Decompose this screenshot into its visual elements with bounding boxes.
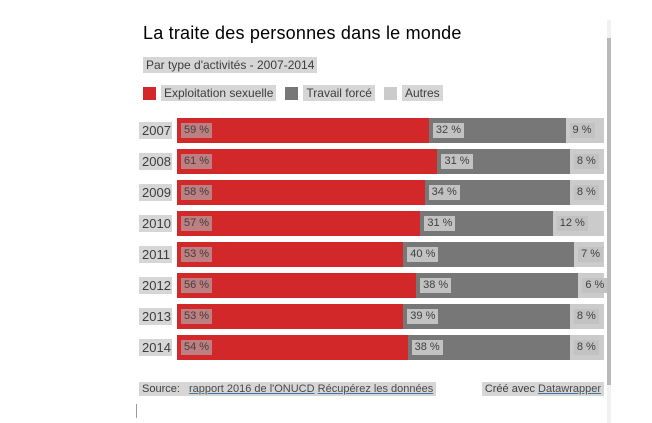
segment-exploitation-sexuelle-2011: 53 % [177,242,404,267]
value-label-travail-force-2009: 34 % [428,185,460,200]
value-label-travail-force-2008: 31 % [441,154,473,169]
scrollbar-thumb[interactable] [607,38,611,385]
stacked-bar-2013: 53 % 39 % 8 % [177,304,604,329]
value-label-exploitation-sexuelle-2013: 53 % [181,309,213,324]
stacked-bar-2012: 56 % 38 % 6 % [177,273,608,298]
legend-label-travail-force: Travail forcé [303,85,375,101]
bar-row-2010: 2010 57 % 31 % 12 % [139,211,604,236]
year-label-2013: 2013 [139,308,172,325]
segment-exploitation-sexuelle-2013: 53 % [177,304,404,329]
segment-autres-2010: 12 % [552,211,604,236]
segment-travail-force-2009: 34 % [424,180,570,205]
value-label-exploitation-sexuelle-2007: 59 % [181,123,213,138]
value-label-exploitation-sexuelle-2010: 57 % [181,216,213,231]
legend-swatch-travail-force [285,86,299,100]
segment-exploitation-sexuelle-2010: 57 % [177,211,421,236]
bar-row-2008: 2008 61 % 31 % 8 % [139,149,604,174]
value-label-autres-2010: 12 % [556,216,588,231]
value-label-exploitation-sexuelle-2009: 58 % [181,185,213,200]
bar-row-2012: 2012 56 % 38 % 6 % [139,273,608,298]
legend-label-autres: Autres [401,85,443,101]
value-label-autres-2014: 8 % [573,340,599,355]
segment-exploitation-sexuelle-2014: 54 % [177,335,408,360]
segment-autres-2008: 8 % [569,149,604,174]
segment-travail-force-2007: 32 % [428,118,566,143]
segment-travail-force-2011: 40 % [403,242,575,267]
value-label-autres-2009: 8 % [573,185,599,200]
value-label-travail-force-2011: 40 % [407,247,439,262]
stacked-bar-2011: 53 % 40 % 7 % [177,242,604,267]
year-label-2014: 2014 [139,339,172,356]
segment-travail-force-2014: 38 % [407,335,570,360]
year-label-2010: 2010 [139,215,172,232]
segment-travail-force-2008: 31 % [437,149,570,174]
value-label-travail-force-2012: 38 % [420,278,452,293]
stacked-bar-2009: 58 % 34 % 8 % [177,180,604,205]
subtitle-row: Par type d'activités - 2007-2014 [143,57,604,73]
value-label-exploitation-sexuelle-2011: 53 % [181,247,213,262]
credit-label: Créé avec [484,383,539,395]
segment-exploitation-sexuelle-2012: 56 % [177,273,417,298]
segment-travail-force-2010: 31 % [420,211,553,236]
value-label-travail-force-2014: 38 % [411,340,443,355]
scrollbar[interactable] [607,20,611,423]
value-label-travail-force-2007: 32 % [432,123,464,138]
value-label-autres-2007: 9 % [569,123,595,138]
credit-note: Créé avec Datawrapper [481,382,604,396]
segment-autres-2012: 6 % [578,273,608,298]
segment-autres-2014: 8 % [569,335,604,360]
chart-container: La traite des personnes dans le monde Pa… [139,14,608,396]
segment-autres-2013: 8 % [569,304,604,329]
value-label-autres-2011: 7 % [578,247,604,262]
value-label-exploitation-sexuelle-2014: 54 % [181,340,213,355]
year-label-2008: 2008 [139,153,172,170]
segment-autres-2009: 8 % [569,180,604,205]
value-label-autres-2013: 8 % [573,309,599,324]
stacked-bar-2014: 54 % 38 % 8 % [177,335,604,360]
year-label-2012: 2012 [139,277,172,294]
segment-travail-force-2012: 38 % [416,273,579,298]
legend-item-autres: Autres [383,85,443,101]
stacked-bar-2007: 59 % 32 % 9 % [177,118,604,143]
bar-row-2007: 2007 59 % 32 % 9 % [139,118,604,143]
value-label-autres-2012: 6 % [582,278,608,293]
segment-exploitation-sexuelle-2009: 58 % [177,180,425,205]
legend: Exploitation sexuelle Travail forcé Autres [143,85,604,101]
stacked-bar-2008: 61 % 31 % 8 % [177,149,604,174]
value-label-travail-force-2013: 39 % [407,309,439,324]
legend-swatch-exploitation-sexuelle [143,86,156,100]
source-link[interactable]: rapport 2016 de l'ONUCD [188,383,315,395]
legend-item-exploitation-sexuelle: Exploitation sexuelle [143,85,277,101]
segment-travail-force-2013: 39 % [403,304,570,329]
source-note: Source: rapport 2016 de l'ONUCD Récupére… [139,382,437,396]
segment-autres-2007: 9 % [565,118,604,143]
year-label-2007: 2007 [139,122,172,139]
chart-footer: Source: rapport 2016 de l'ONUCD Récupére… [139,382,604,396]
bar-row-2009: 2009 58 % 34 % 8 % [139,180,604,205]
year-label-2011: 2011 [139,246,172,263]
datawrapper-link[interactable]: Datawrapper [538,383,601,395]
bar-row-2013: 2013 53 % 39 % 8 % [139,304,604,329]
legend-swatch-autres [383,86,397,100]
legend-label-exploitation-sexuelle: Exploitation sexuelle [161,85,277,101]
segment-exploitation-sexuelle-2008: 61 % [177,149,438,174]
text-caret [136,404,137,418]
chart-title: La traite des personnes dans le monde [143,23,462,43]
bar-rows: 2007 59 % 32 % 9 % 2008 61 % 31 % 8 % 2009 58 % 34… [139,118,608,360]
value-label-exploitation-sexuelle-2012: 56 % [181,278,213,293]
chart-subtitle: Par type d'activités - 2007-2014 [143,57,318,73]
get-data-link[interactable]: Récupérez les données [317,383,434,395]
year-label-2009: 2009 [139,184,172,201]
source-label: Source: [139,382,186,396]
value-label-autres-2008: 8 % [573,154,599,169]
value-label-exploitation-sexuelle-2008: 61 % [181,154,213,169]
legend-item-travail-force: Travail forcé [285,85,375,101]
stacked-bar-2010: 57 % 31 % 12 % [177,211,604,236]
bar-row-2011: 2011 53 % 40 % 7 % [139,242,604,267]
segment-exploitation-sexuelle-2007: 59 % [177,118,429,143]
segment-autres-2011: 7 % [574,242,604,267]
bar-row-2014: 2014 54 % 38 % 8 % [139,335,604,360]
value-label-travail-force-2010: 31 % [424,216,456,231]
